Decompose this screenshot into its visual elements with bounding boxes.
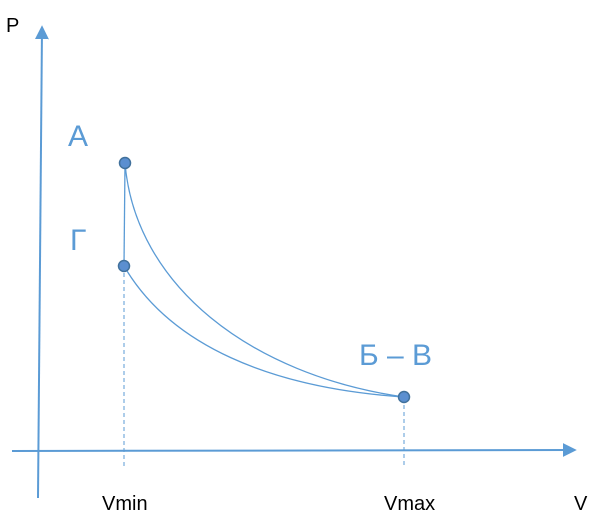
tick-label-vmin: Vmin bbox=[102, 493, 148, 515]
label-a: А bbox=[68, 120, 88, 153]
x-axis-label: V bbox=[574, 493, 588, 515]
isochoric-line-a-g bbox=[123, 162, 126, 267]
y-axis-label: P bbox=[6, 15, 19, 37]
point-a bbox=[118, 156, 132, 170]
x-axis bbox=[11, 443, 577, 458]
point-g bbox=[117, 259, 131, 273]
point-bv bbox=[397, 390, 411, 404]
label-g: Г bbox=[70, 224, 86, 257]
label-bv: Б – В bbox=[359, 339, 432, 372]
curve-g-to-bv bbox=[123, 265, 405, 398]
curve-a-to-bv bbox=[124, 162, 405, 398]
tick-label-vmax: Vmax bbox=[384, 493, 435, 515]
y-axis bbox=[34, 25, 49, 499]
